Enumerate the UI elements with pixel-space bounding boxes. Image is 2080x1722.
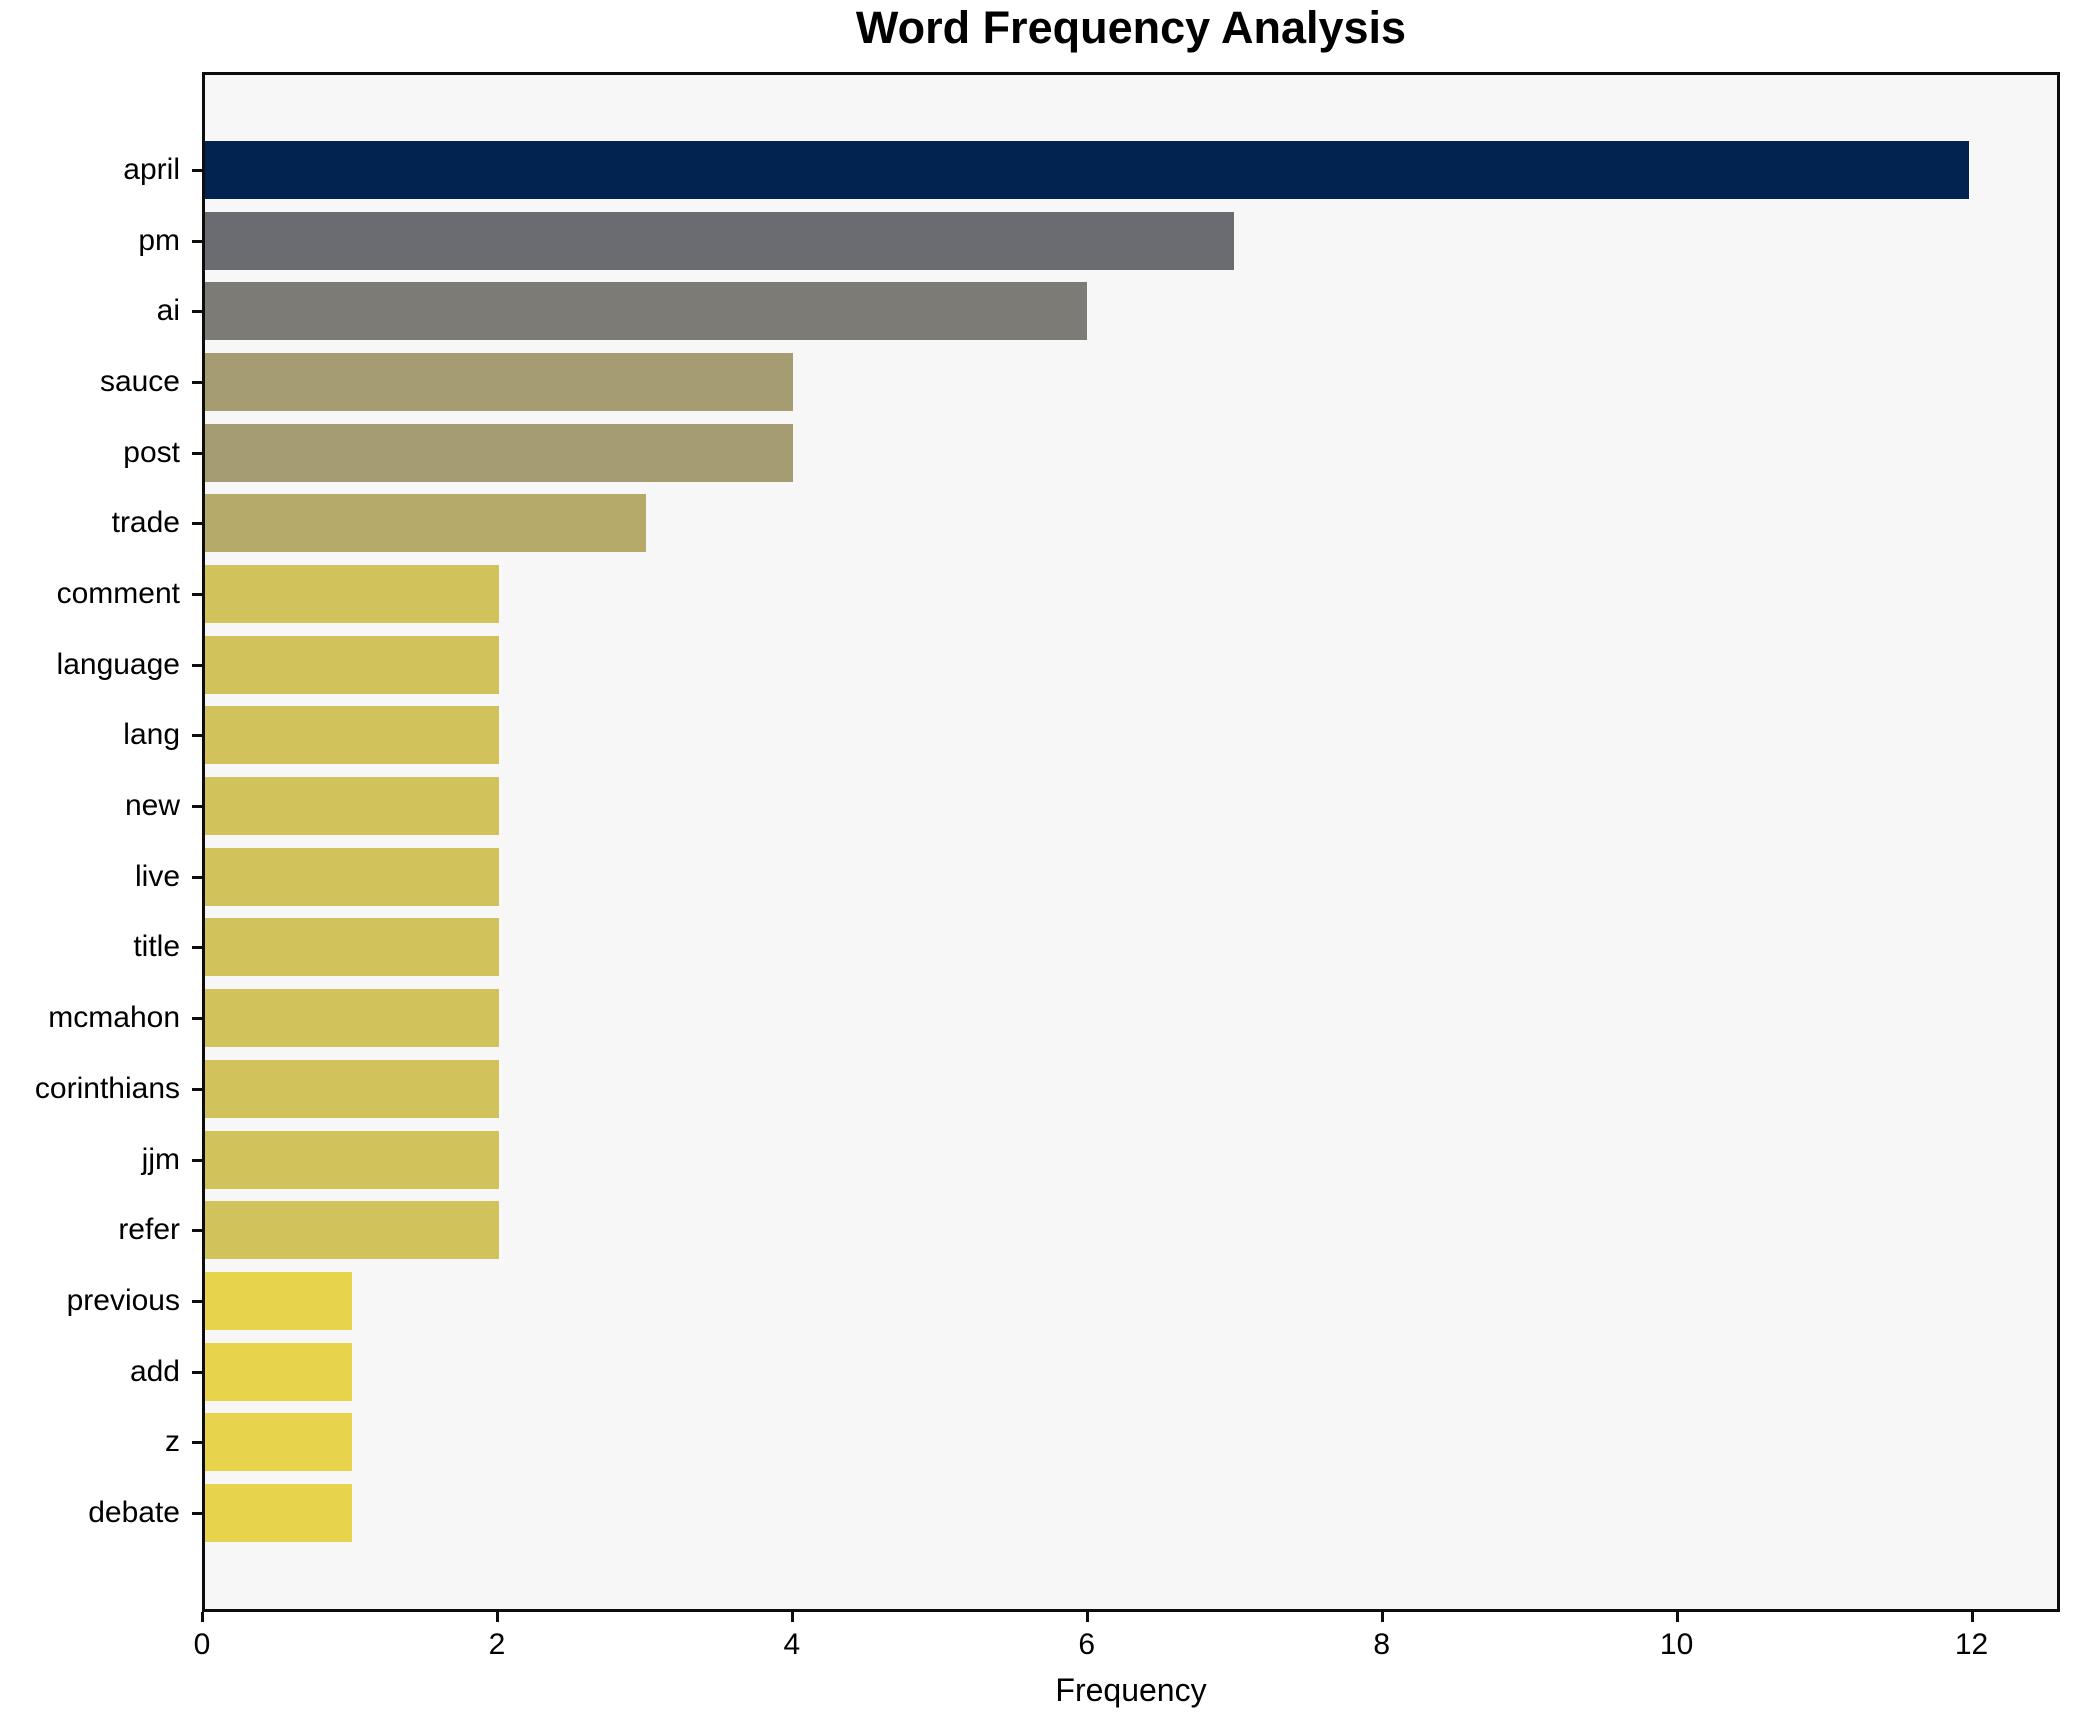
y-tick-label: sauce [99,365,180,399]
bar-debate [205,1483,352,1542]
y-tick-label: lang [123,718,180,752]
bar-refer [205,1201,499,1260]
x-tick-label: 10 [1659,1628,1694,1661]
y-tick-mark [192,310,202,314]
y-tick-label: post [123,435,180,469]
x-tick-label: 12 [1954,1628,1989,1661]
y-tick-mark [192,593,202,597]
bar-title [205,918,499,977]
y-tick-label: z [165,1425,180,1459]
y-tick-label: live [134,859,180,893]
y-tick-mark [192,1229,202,1233]
x-tick-mark [1380,1612,1384,1622]
y-tick-label: jjm [141,1142,180,1176]
bar-z [205,1413,352,1472]
x-tick-mark [790,1612,794,1622]
bar-add [205,1342,352,1401]
x-tick-label: 8 [1373,1628,1391,1661]
x-tick-label: 6 [1078,1628,1096,1661]
x-tick-mark [1970,1612,1974,1622]
bar-post [205,423,793,482]
x-tick-mark [201,1612,204,1622]
bar-jjm [205,1130,499,1189]
y-tick-label: new [124,789,180,823]
y-tick-mark [192,1087,202,1091]
y-tick-mark [192,1017,202,1021]
y-tick-mark [192,734,202,738]
bar-mcmahon [205,989,499,1048]
x-tick-label: 2 [488,1628,506,1661]
bar-sauce [205,353,793,412]
y-tick-mark [192,663,202,667]
bar-previous [205,1271,352,1330]
y-tick-mark [192,805,202,809]
y-tick-label: refer [118,1213,180,1247]
y-tick-label: april [123,153,180,186]
y-tick-label: mcmahon [48,1001,180,1035]
y-tick-mark [192,946,202,950]
y-tick-label: previous [66,1283,180,1317]
bar-pm [205,211,1234,270]
bar-corinthians [205,1059,499,1118]
y-tick-label: language [56,647,180,681]
y-tick-mark [192,1370,202,1374]
y-tick-label: ai [156,294,180,328]
y-tick-label: add [129,1354,180,1388]
chart-title: Word Frequency Analysis [855,2,1407,53]
y-tick-mark [192,451,202,455]
y-tick-mark [192,1511,202,1515]
bar-ai [205,282,1087,341]
y-tick-label: title [133,930,180,964]
x-tick-mark [1085,1612,1089,1622]
plot-area [202,72,2060,1612]
bar-language [205,635,499,694]
x-tick-mark [1675,1612,1679,1622]
bar-trade [205,494,646,553]
bar-april [205,141,1969,199]
y-tick-mark [192,239,202,243]
bar-new [205,777,499,836]
bar-comment [205,565,499,624]
y-tick-label: trade [111,506,180,540]
y-tick-mark [192,169,202,172]
y-tick-mark [192,1158,202,1162]
y-tick-label: debate [88,1495,180,1529]
y-tick-mark [192,1299,202,1303]
y-tick-label: pm [138,223,180,257]
y-tick-label: comment [56,577,180,611]
x-tick-label: 4 [783,1628,801,1661]
y-tick-mark [192,522,202,526]
y-tick-mark [192,381,202,385]
x-axis-title: Frequency [1055,1672,1207,1708]
bar-live [205,847,499,906]
y-tick-mark [192,875,202,879]
bar-lang [205,706,499,765]
x-tick-mark [495,1612,499,1622]
x-tick-label: 0 [193,1628,211,1661]
y-tick-label: corinthians [34,1071,180,1105]
y-tick-mark [192,1441,202,1445]
